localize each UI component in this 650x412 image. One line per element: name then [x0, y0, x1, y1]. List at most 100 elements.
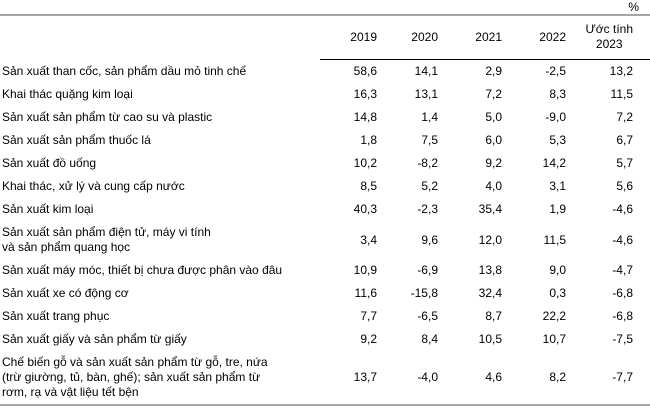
cell-2022: 0,3 — [549, 286, 566, 300]
cell-2020: 8,4 — [421, 332, 438, 346]
table-row: Sản xuất giấy và sản phẩm từ giấy 9,2 8,… — [0, 328, 650, 351]
cell-2020: 7,5 — [421, 133, 438, 147]
cell-2021: 10,5 — [478, 332, 502, 346]
cell-2021: 5,0 — [485, 110, 502, 124]
cell-2019: 10,9 — [353, 263, 377, 277]
cell-2020: -2,3 — [417, 202, 438, 216]
row-label: Sản xuất giấy và sản phẩm từ giấy — [2, 332, 187, 346]
row-label: Sản xuất than cốc, sản phẩm dầu mỏ tinh … — [2, 63, 247, 78]
cell-2023: 5,6 — [616, 179, 633, 193]
cell-2019: 8,5 — [360, 179, 377, 193]
cell-2022: 22,2 — [542, 309, 566, 323]
cell-2022: 11,5 — [543, 232, 566, 247]
cell-2023: -6,8 — [612, 309, 633, 323]
cell-2020: 14,1 — [414, 64, 438, 78]
cell-2020: 1,4 — [421, 110, 438, 124]
cell-2023: -7,7 — [612, 370, 633, 384]
cell-2022: 1,9 — [549, 202, 566, 216]
row-label: Sản xuất trang phục — [2, 309, 110, 323]
industrial-production-index-table: 2019 2020 2021 2022 Ước tính 2023 Sản xu… — [0, 16, 650, 404]
cell-2023: -7,5 — [612, 332, 633, 346]
cell-2021: 6,0 — [485, 133, 502, 147]
cell-2022: 10,7 — [542, 332, 566, 346]
cell-2020: -6,9 — [417, 263, 438, 277]
row-label: Sản xuất sản phẩm từ cao su và plastic — [2, 110, 213, 124]
table-row: Sản xuất xe có động cơ 11,6 -15,8 32,4 0… — [0, 282, 650, 305]
cell-2022: -2,5 — [545, 64, 566, 78]
row-label: Khai thác, xử lý và cung cấp nước — [2, 179, 185, 193]
row-label: Sản xuất sản phẩm điện tử, máy vi tính v… — [2, 225, 211, 254]
table-row: Sản xuất kim loại 40,3 -2,3 35,4 1,9 -4,… — [0, 198, 650, 221]
cell-2019: 3,4 — [360, 232, 377, 247]
cell-2019: 1,8 — [360, 133, 377, 147]
header-estimate-2023: Ước tính 2023 — [570, 16, 650, 60]
cell-2023: 7,2 — [616, 110, 633, 124]
table-row: Sản xuất sản phẩm điện tử, máy vi tính v… — [0, 221, 650, 259]
table-row: Sản xuất máy móc, thiết bị chưa được phâ… — [0, 259, 650, 282]
cell-2019: 10,2 — [353, 156, 377, 170]
bottom-divider — [0, 404, 650, 406]
cell-2020: 13,1 — [414, 87, 438, 101]
cell-2019: 7,7 — [360, 309, 377, 323]
table-row: Sản xuất trang phục 7,7 -6,5 8,7 22,2 -6… — [0, 305, 650, 328]
cell-2022: 5,3 — [549, 133, 566, 147]
cell-2021: 7,2 — [485, 87, 502, 101]
cell-2021: 32,4 — [478, 286, 502, 300]
cell-2020: -8,2 — [417, 156, 438, 170]
cell-2022: 8,2 — [549, 370, 566, 384]
table-row: Khai thác quặng kim loại 16,3 13,1 7,2 8… — [0, 83, 650, 106]
cell-2023: 5,7 — [616, 156, 633, 170]
cell-2021: 9,2 — [485, 156, 502, 170]
header-year-2020: 2020 — [381, 16, 442, 60]
table-row: Chế biến gỗ và sản xuất sản phẩm từ gỗ, … — [0, 351, 650, 404]
row-label: Sản xuất sản phẩm thuốc lá — [2, 133, 151, 147]
cell-2022: 9,0 — [549, 263, 566, 277]
cell-2019: 16,3 — [353, 87, 377, 101]
cell-2020: 5,2 — [421, 179, 438, 193]
row-label: Sản xuất đồ uống — [2, 156, 97, 170]
cell-2020: 9,6 — [421, 232, 438, 247]
unit-percent-label: % — [628, 0, 639, 14]
cell-2023: -4,6 — [612, 202, 633, 216]
cell-2019: 11,6 — [354, 286, 377, 300]
cell-2021: 2,9 — [485, 64, 502, 78]
cell-2020: -4,0 — [417, 370, 438, 384]
cell-2023: -4,7 — [612, 263, 633, 277]
cell-2021: 8,7 — [485, 309, 502, 323]
cell-2020: -6,5 — [417, 309, 438, 323]
cell-2019: 9,2 — [360, 332, 377, 346]
cell-2022: 14,2 — [542, 156, 566, 170]
row-label: Sản xuất máy móc, thiết bị chưa được phâ… — [2, 263, 283, 277]
cell-2022: 8,3 — [549, 87, 566, 101]
header-year-2019: 2019 — [320, 16, 381, 60]
cell-2021: 12,0 — [478, 232, 502, 247]
cell-2021: 13,8 — [478, 263, 502, 277]
cell-2019: 58,6 — [353, 64, 377, 78]
table-row: Sản xuất đồ uống 10,2 -8,2 9,2 14,2 5,7 — [0, 152, 650, 175]
header-empty-cell — [0, 16, 320, 60]
cell-2019: 14,8 — [353, 110, 377, 124]
table-row: Sản xuất sản phẩm thuốc lá 1,8 7,5 6,0 5… — [0, 129, 650, 152]
cell-2021: 4,6 — [485, 370, 502, 384]
cell-2022: 3,1 — [549, 179, 566, 193]
cell-2023: -6,8 — [612, 286, 633, 300]
cell-2023: -4,6 — [612, 232, 633, 247]
top-divider — [0, 14, 650, 16]
cell-2022: -9,0 — [545, 110, 566, 124]
row-label: Sản xuất kim loại — [2, 202, 94, 216]
table-row: Sản xuất than cốc, sản phẩm dầu mỏ tinh … — [0, 60, 650, 84]
row-label: Chế biến gỗ và sản xuất sản phẩm từ gỗ, … — [2, 355, 268, 399]
header-year-2022: 2022 — [506, 16, 570, 60]
row-label: Sản xuất xe có động cơ — [2, 286, 129, 300]
cell-2023: 6,7 — [616, 133, 633, 147]
table-row: Sản xuất sản phẩm từ cao su và plastic 1… — [0, 106, 650, 129]
cell-2023: 13,2 — [609, 64, 633, 78]
cell-2021: 35,4 — [478, 202, 502, 216]
cell-2023: 11,5 — [610, 87, 633, 101]
cell-2019: 40,3 — [353, 202, 377, 216]
header-year-2021: 2021 — [442, 16, 506, 60]
header-estimate-2023-text: Ước tính 2023 — [585, 22, 633, 51]
cell-2020: -15,8 — [410, 286, 438, 300]
table-row: Khai thác, xử lý và cung cấp nước 8,5 5,… — [0, 175, 650, 198]
row-label: Khai thác quặng kim loại — [2, 87, 133, 101]
